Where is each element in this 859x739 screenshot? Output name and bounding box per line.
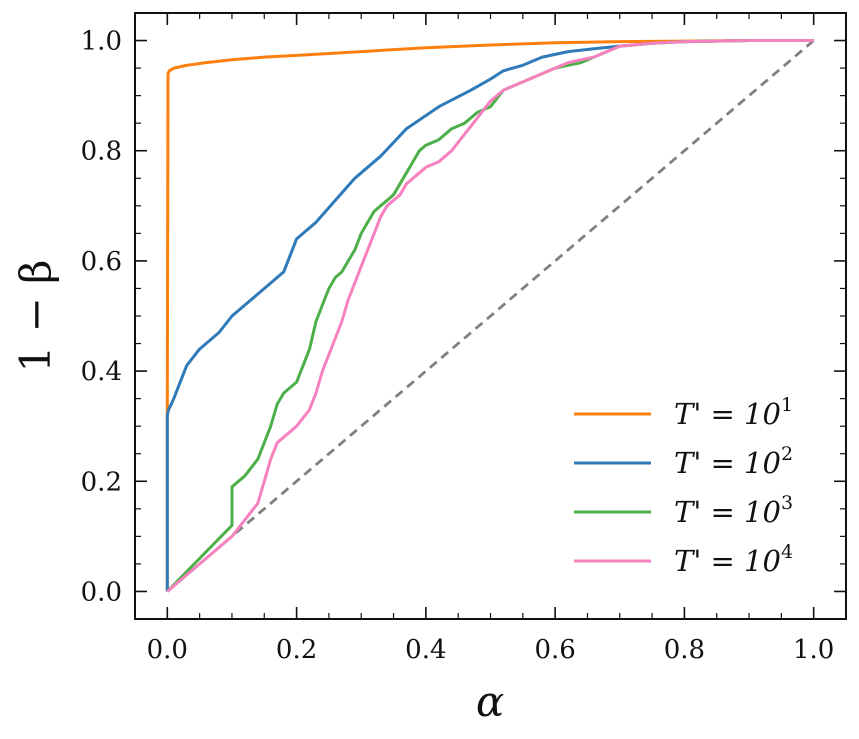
axis-ticks xyxy=(135,13,846,619)
series-line-t10-exp1 xyxy=(165,39,814,592)
x-tick-label: 0.6 xyxy=(534,635,575,665)
series-lines xyxy=(165,39,815,593)
legend-label: T' = 102 xyxy=(674,443,793,480)
x-tick-label: 0.2 xyxy=(276,635,317,665)
x-axis-label: α xyxy=(476,677,504,726)
legend-label: T' = 101 xyxy=(674,394,793,431)
legend-label: T' = 104 xyxy=(674,541,793,578)
legend-label-exponent: 4 xyxy=(781,541,793,563)
legend-label: T' = 103 xyxy=(674,492,793,529)
legend-label-base: T' = 10 xyxy=(674,544,781,578)
x-tick-label: 0.4 xyxy=(405,635,446,665)
y-axis-label: 1 − β xyxy=(11,260,60,373)
legend-label-exponent: 1 xyxy=(781,394,793,416)
legend-label-base: T' = 10 xyxy=(674,446,781,480)
legend-label-base: T' = 10 xyxy=(674,397,781,431)
x-tick-label: 1.0 xyxy=(793,635,834,665)
y-tick-label: 0.2 xyxy=(81,467,122,497)
x-tick-label: 0.8 xyxy=(664,635,705,665)
series-line-t10-exp4 xyxy=(166,39,814,593)
legend-label-exponent: 2 xyxy=(781,443,793,465)
axis-tick-labels: 0.0 0.2 0.4 0.6 0.8 1.0 0.0 0.2 0.4 0.6 0.8 1.0 xyxy=(81,27,835,665)
x-tick-label: 0.0 xyxy=(147,635,188,665)
y-tick-label: 0.0 xyxy=(81,577,122,607)
y-tick-label: 0.8 xyxy=(81,137,122,167)
legend-label-exponent: 3 xyxy=(781,492,793,514)
chance-diagonal-line xyxy=(166,39,815,593)
y-tick-label: 0.4 xyxy=(81,357,122,387)
series-line-t10-exp3 xyxy=(166,39,814,593)
y-tick-label: 1.0 xyxy=(81,27,122,57)
legend-label-base: T' = 10 xyxy=(674,495,781,529)
y-tick-label: 0.6 xyxy=(81,247,122,277)
